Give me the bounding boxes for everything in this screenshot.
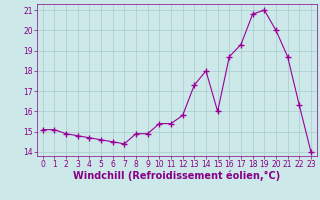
X-axis label: Windchill (Refroidissement éolien,°C): Windchill (Refroidissement éolien,°C) <box>73 171 280 181</box>
